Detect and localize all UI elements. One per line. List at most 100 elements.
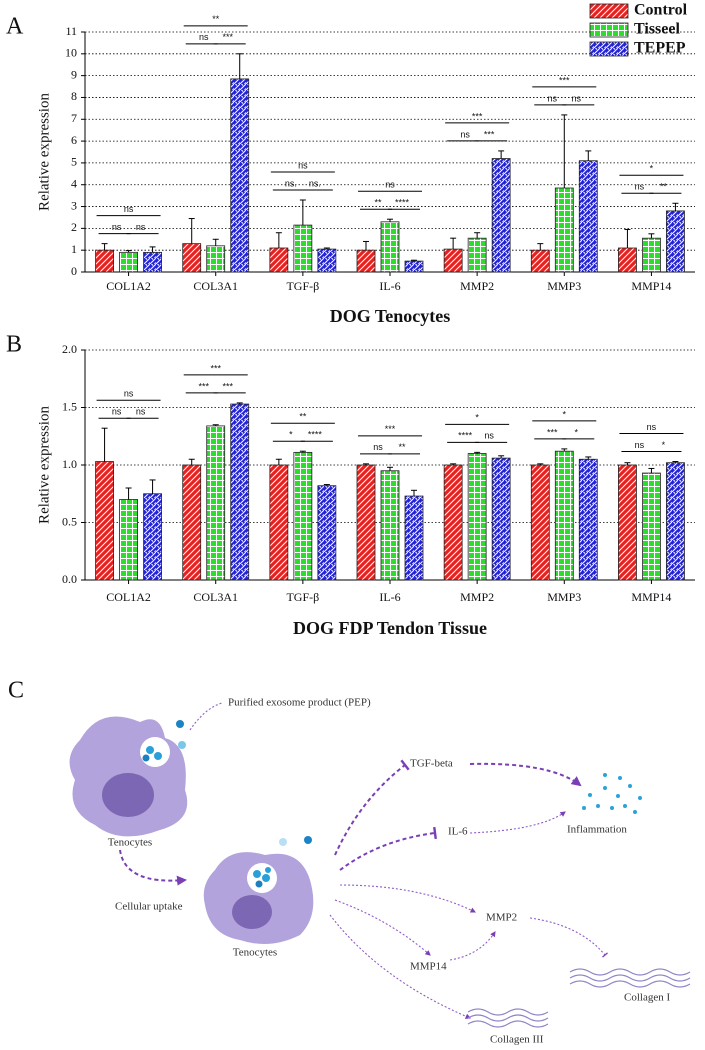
y-tick-label: 3 <box>71 198 77 212</box>
error-bar <box>236 53 243 79</box>
significance-label: ns <box>460 129 470 139</box>
legend-label: Tisseel <box>634 21 680 38</box>
bar <box>293 451 313 581</box>
error-bar <box>387 466 393 471</box>
y-tick-label: 8 <box>71 89 77 103</box>
error-bar <box>236 402 243 405</box>
error-bar <box>561 448 568 452</box>
significance-label: *** <box>547 427 558 437</box>
significance-label: ns. <box>309 178 321 188</box>
label: IL-6 <box>448 826 468 838</box>
y-tick-label: 11 <box>65 24 77 38</box>
bar <box>356 464 376 581</box>
legend-swatch <box>589 22 629 38</box>
error-bar <box>474 232 481 239</box>
error-bar <box>537 243 544 251</box>
bar <box>404 495 424 581</box>
bar <box>230 78 250 273</box>
significance-label: ** <box>212 14 220 24</box>
y-axis-label: Relative expression <box>36 93 52 211</box>
legend-swatch <box>589 41 629 57</box>
error-bar <box>149 479 156 494</box>
bar <box>491 158 511 273</box>
legend-label: Control <box>634 2 688 19</box>
inflammation-dots <box>582 773 642 814</box>
error-bar <box>299 199 306 226</box>
significance-label: * <box>575 427 579 437</box>
error-bar <box>450 463 457 465</box>
bar <box>143 251 162 273</box>
bar <box>356 249 376 273</box>
significance-label: * <box>289 430 293 440</box>
y-tick-label: 10 <box>65 46 77 60</box>
y-tick-label: 5 <box>71 155 77 169</box>
bar <box>443 464 463 581</box>
error-bar <box>411 489 417 497</box>
x-tick-label: COL1A2 <box>106 279 151 293</box>
significance-label: ns <box>124 389 134 399</box>
y-tick-label: 1.5 <box>62 399 77 413</box>
error-bar <box>212 424 219 426</box>
error-bar <box>363 463 369 465</box>
x-tick-label: MMP3 <box>547 590 581 604</box>
legend-label: TEPEP <box>634 40 686 57</box>
label: MMP14 <box>410 961 447 973</box>
bar <box>642 237 661 273</box>
error-bar <box>323 247 330 250</box>
significance-label: ns <box>647 422 657 432</box>
error-bar <box>672 202 679 211</box>
significance-label: ns <box>635 182 645 192</box>
bar <box>491 457 511 581</box>
y-tick-label: 0.5 <box>62 514 77 528</box>
bar <box>642 472 661 581</box>
bar <box>554 187 574 273</box>
x-tick-label: TGF-β <box>286 279 319 293</box>
significance-label: ns <box>199 32 209 42</box>
significance-label: ns <box>112 407 122 417</box>
chart-title: DOG FDP Tendon Tissue <box>293 618 487 638</box>
bar <box>467 453 487 581</box>
error-bar <box>498 455 505 459</box>
error-bar <box>149 246 156 253</box>
bar <box>380 470 400 581</box>
x-tick-label: IL-6 <box>379 279 400 293</box>
y-tick-label: 4 <box>71 176 77 190</box>
bar <box>618 247 637 273</box>
bar <box>182 243 202 273</box>
y-tick-label: 2 <box>71 220 77 234</box>
x-tick-label: MMP2 <box>460 279 494 293</box>
significance-label: * <box>650 164 654 174</box>
y-tick-label: 7 <box>71 111 77 125</box>
y-tick-label: 0.0 <box>62 572 77 586</box>
bar <box>317 485 337 581</box>
significance-label: ns <box>112 222 122 232</box>
significance-label: *** <box>484 129 495 139</box>
x-tick-label: IL-6 <box>379 590 400 604</box>
bar <box>293 224 313 273</box>
significance-label: ns <box>298 160 308 170</box>
y-tick-label: 9 <box>71 67 77 81</box>
bar <box>380 221 400 273</box>
bar <box>530 249 550 273</box>
significance-label: ns <box>635 440 645 450</box>
significance-label: ** <box>299 412 307 422</box>
x-tick-label: MMP3 <box>547 279 581 293</box>
significance-label: ns <box>548 93 558 103</box>
bar <box>206 425 226 581</box>
error-bar <box>299 450 306 453</box>
error-bar <box>474 451 481 454</box>
label: Tenocytes <box>108 837 152 849</box>
label: TGF-beta <box>410 758 453 770</box>
nucleus <box>102 773 154 817</box>
x-tick-label: MMP2 <box>460 590 494 604</box>
error-bar <box>624 462 631 465</box>
x-tick-label: COL3A1 <box>193 590 238 604</box>
error-bar <box>188 458 195 465</box>
bar <box>206 245 226 273</box>
bar <box>530 464 550 581</box>
error-bar <box>212 238 219 246</box>
significance-label: ns. <box>285 178 297 188</box>
error-bar <box>648 467 655 474</box>
error-bar <box>537 463 544 465</box>
y-tick-label: 1 <box>71 242 77 256</box>
